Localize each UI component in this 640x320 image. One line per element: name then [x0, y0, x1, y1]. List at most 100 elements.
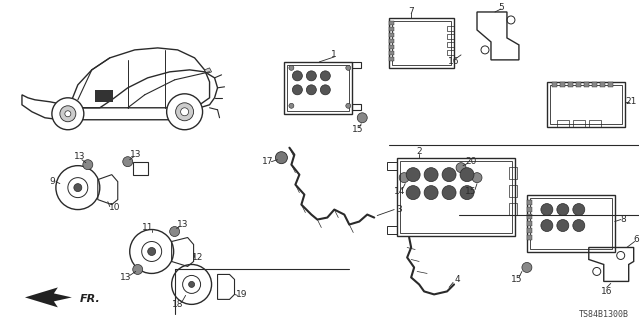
Bar	[576, 82, 580, 87]
Text: 13: 13	[177, 220, 188, 229]
Bar	[608, 82, 612, 87]
Text: FR.: FR.	[80, 294, 100, 304]
Text: 21: 21	[625, 97, 636, 106]
Bar	[389, 27, 394, 31]
Circle shape	[442, 186, 456, 200]
Bar	[447, 34, 454, 39]
Circle shape	[456, 163, 466, 173]
Bar	[527, 213, 532, 219]
Bar	[589, 120, 601, 127]
Bar	[557, 120, 569, 127]
Text: 4: 4	[454, 275, 460, 284]
Circle shape	[557, 204, 569, 216]
Polygon shape	[205, 68, 212, 74]
Bar	[592, 82, 596, 87]
Circle shape	[424, 186, 438, 200]
Circle shape	[424, 168, 438, 182]
Bar	[550, 85, 621, 124]
Bar	[95, 90, 113, 102]
Circle shape	[557, 220, 569, 232]
Bar	[389, 57, 394, 61]
Circle shape	[175, 103, 193, 121]
Bar	[509, 185, 517, 196]
Text: 11: 11	[142, 223, 154, 232]
Bar	[584, 82, 589, 87]
Circle shape	[180, 108, 189, 116]
Bar	[389, 45, 394, 49]
Text: 13: 13	[130, 150, 141, 159]
Circle shape	[65, 111, 71, 117]
Circle shape	[132, 264, 143, 275]
Bar	[389, 51, 394, 55]
Circle shape	[357, 113, 367, 123]
Text: 12: 12	[192, 253, 204, 262]
Circle shape	[406, 168, 420, 182]
Bar	[527, 200, 532, 204]
Circle shape	[292, 85, 302, 95]
Bar	[527, 195, 615, 252]
Text: 6: 6	[634, 235, 639, 244]
Bar	[527, 207, 532, 212]
Bar	[397, 158, 515, 236]
Circle shape	[307, 71, 316, 81]
Circle shape	[472, 173, 482, 183]
Bar	[560, 82, 565, 87]
Text: 18: 18	[172, 300, 184, 309]
Circle shape	[289, 103, 294, 108]
Bar	[400, 161, 512, 233]
Circle shape	[83, 160, 93, 170]
Text: 7: 7	[408, 7, 414, 16]
Circle shape	[292, 71, 302, 81]
Circle shape	[289, 65, 294, 70]
Bar	[447, 26, 454, 31]
Text: 3: 3	[396, 205, 402, 214]
Bar	[389, 21, 394, 25]
Circle shape	[460, 186, 474, 200]
Circle shape	[170, 227, 180, 236]
Text: 13: 13	[74, 152, 86, 161]
Circle shape	[52, 98, 84, 130]
Bar	[509, 167, 517, 179]
Circle shape	[442, 168, 456, 182]
Bar	[389, 33, 394, 37]
Text: 16: 16	[601, 287, 612, 296]
Circle shape	[166, 94, 203, 130]
Bar	[527, 235, 532, 239]
Text: 1: 1	[332, 50, 337, 60]
Text: TS84B1300B: TS84B1300B	[579, 310, 628, 319]
Circle shape	[123, 157, 132, 167]
Circle shape	[321, 85, 330, 95]
Circle shape	[321, 71, 330, 81]
Text: 15: 15	[465, 187, 477, 196]
Text: 9: 9	[49, 177, 55, 186]
Circle shape	[573, 220, 585, 232]
Text: 8: 8	[621, 215, 627, 224]
Text: 14: 14	[394, 187, 405, 196]
Circle shape	[275, 152, 287, 164]
Bar	[573, 120, 585, 127]
Polygon shape	[25, 287, 72, 308]
Text: 17: 17	[262, 157, 273, 166]
Text: 16: 16	[448, 57, 460, 66]
Bar	[547, 82, 625, 127]
Circle shape	[74, 184, 82, 192]
Circle shape	[541, 204, 553, 216]
Circle shape	[541, 220, 553, 232]
Circle shape	[460, 168, 474, 182]
Bar	[392, 21, 451, 65]
Bar	[527, 228, 532, 233]
Bar	[389, 18, 454, 68]
Bar	[389, 39, 394, 43]
Circle shape	[399, 173, 409, 183]
Circle shape	[60, 106, 76, 122]
Text: 19: 19	[236, 290, 247, 299]
Circle shape	[307, 85, 316, 95]
Bar	[287, 65, 349, 111]
Bar	[600, 82, 605, 87]
Text: 5: 5	[498, 4, 504, 12]
Bar	[284, 62, 352, 114]
Text: 10: 10	[109, 203, 120, 212]
Circle shape	[406, 186, 420, 200]
Circle shape	[346, 65, 351, 70]
Circle shape	[346, 103, 351, 108]
